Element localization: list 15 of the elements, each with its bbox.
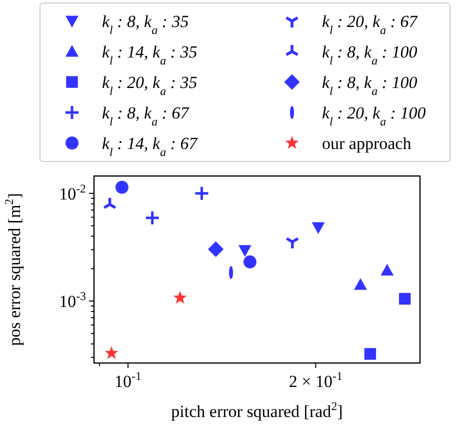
x-tick-label: 10$^{-1}$: [114, 369, 142, 391]
legend-label: k$_{l}$ : 8, k$_{a}$ : 100: [322, 73, 418, 98]
x-axis-title: pitch error squared [rad$^{2}$]: [171, 399, 343, 421]
legend-label: k$_{l}$ : 14, k$_{a}$ : 67: [102, 134, 199, 159]
legend-label: k$_{l}$ : 8, k$_{a}$ : 67: [102, 104, 190, 128]
x-tick-label: 2 × 10$^{-1}$: [288, 369, 342, 391]
legend-label: k$_{l}$ : 20, k$_{a}$ : 100: [322, 104, 426, 128]
legend-label: k$_{l}$ : 8, k$_{a}$ : 100: [322, 42, 418, 68]
legend-label: our approach: [322, 134, 412, 153]
y-tick-label: 10$^{-2}$: [59, 181, 86, 204]
legend-label: k$_{l}$ : 14, k$_{a}$ : 35: [102, 42, 198, 68]
legend-label: k$_{l}$ : 20, k$_{a}$ : 67: [322, 12, 419, 37]
legend-label: k$_{l}$ : 20, k$_{a}$ : 35: [102, 73, 198, 98]
y-tick-label: 10$^{-3}$: [59, 289, 86, 312]
legend-label: k$_{l}$ : 8, k$_{a}$ : 35: [102, 12, 189, 37]
